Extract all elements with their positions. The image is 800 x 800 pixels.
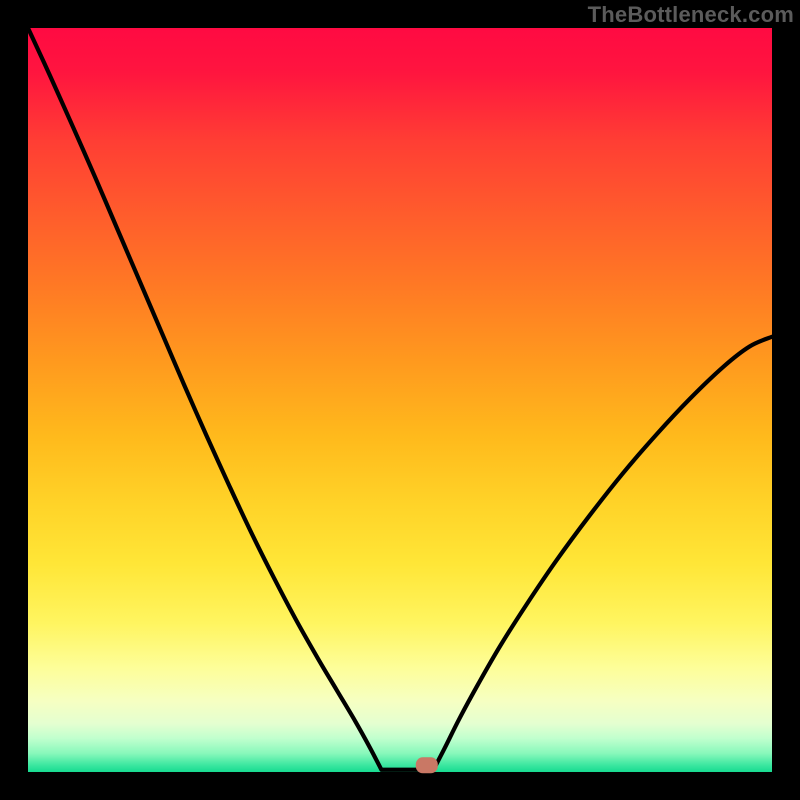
- plot-area: [28, 28, 772, 772]
- chart-container: TheBottleneck.com: [0, 0, 800, 800]
- bottleneck-chart: [0, 0, 800, 800]
- optimal-point-marker: [416, 757, 438, 773]
- watermark-text: TheBottleneck.com: [588, 2, 794, 28]
